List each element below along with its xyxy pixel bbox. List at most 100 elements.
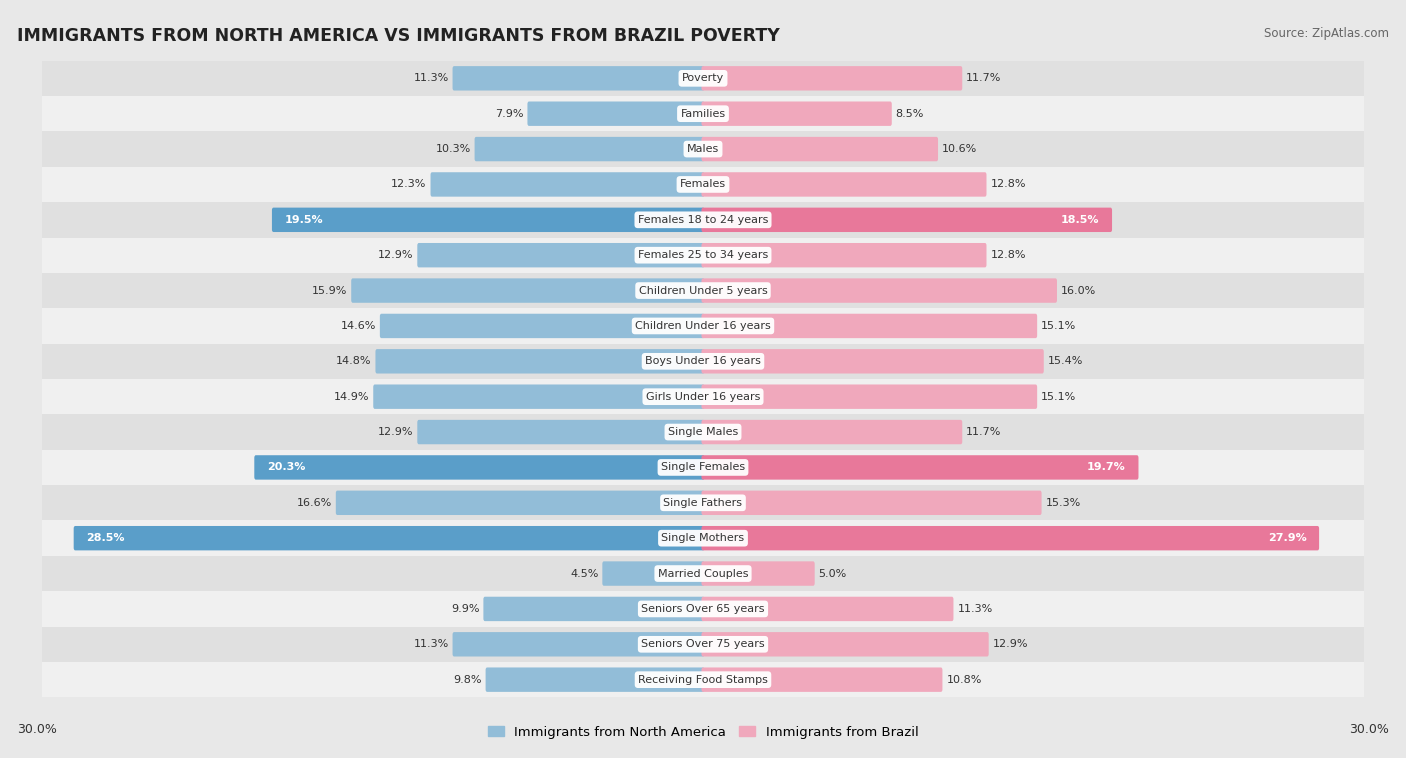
- Text: 12.3%: 12.3%: [391, 180, 426, 190]
- FancyBboxPatch shape: [73, 526, 704, 550]
- Text: Females: Females: [681, 180, 725, 190]
- Text: 18.5%: 18.5%: [1062, 215, 1099, 225]
- Text: Children Under 5 years: Children Under 5 years: [638, 286, 768, 296]
- Bar: [42, 662, 1364, 697]
- FancyBboxPatch shape: [702, 668, 942, 692]
- Bar: [42, 237, 1364, 273]
- Text: Poverty: Poverty: [682, 74, 724, 83]
- Text: Girls Under 16 years: Girls Under 16 years: [645, 392, 761, 402]
- Text: 20.3%: 20.3%: [267, 462, 305, 472]
- Text: 9.9%: 9.9%: [451, 604, 479, 614]
- Text: IMMIGRANTS FROM NORTH AMERICA VS IMMIGRANTS FROM BRAZIL POVERTY: IMMIGRANTS FROM NORTH AMERICA VS IMMIGRA…: [17, 27, 779, 45]
- Text: 30.0%: 30.0%: [1350, 722, 1389, 736]
- Text: 10.6%: 10.6%: [942, 144, 977, 154]
- Text: 12.9%: 12.9%: [993, 639, 1028, 650]
- Text: Seniors Over 75 years: Seniors Over 75 years: [641, 639, 765, 650]
- FancyBboxPatch shape: [702, 526, 1319, 550]
- Text: 19.7%: 19.7%: [1087, 462, 1126, 472]
- Bar: [42, 556, 1364, 591]
- Text: Married Couples: Married Couples: [658, 568, 748, 578]
- Text: 12.8%: 12.8%: [990, 250, 1026, 260]
- FancyBboxPatch shape: [254, 456, 704, 480]
- FancyBboxPatch shape: [453, 632, 704, 656]
- FancyBboxPatch shape: [271, 208, 704, 232]
- FancyBboxPatch shape: [702, 420, 962, 444]
- Bar: [42, 167, 1364, 202]
- Text: 11.3%: 11.3%: [413, 74, 449, 83]
- FancyBboxPatch shape: [702, 632, 988, 656]
- FancyBboxPatch shape: [702, 137, 938, 161]
- Text: Single Mothers: Single Mothers: [661, 533, 745, 543]
- Text: 12.9%: 12.9%: [378, 427, 413, 437]
- Text: Seniors Over 65 years: Seniors Over 65 years: [641, 604, 765, 614]
- Legend: Immigrants from North America, Immigrants from Brazil: Immigrants from North America, Immigrant…: [482, 720, 924, 744]
- FancyBboxPatch shape: [702, 597, 953, 621]
- Text: Receiving Food Stamps: Receiving Food Stamps: [638, 675, 768, 684]
- Text: Source: ZipAtlas.com: Source: ZipAtlas.com: [1264, 27, 1389, 39]
- Text: 14.9%: 14.9%: [333, 392, 370, 402]
- Bar: [42, 627, 1364, 662]
- Text: 14.6%: 14.6%: [340, 321, 375, 331]
- FancyBboxPatch shape: [418, 420, 704, 444]
- FancyBboxPatch shape: [375, 349, 704, 374]
- Text: 7.9%: 7.9%: [495, 108, 523, 119]
- Bar: [42, 273, 1364, 309]
- Text: 14.8%: 14.8%: [336, 356, 371, 366]
- Text: Boys Under 16 years: Boys Under 16 years: [645, 356, 761, 366]
- FancyBboxPatch shape: [702, 384, 1038, 409]
- Text: 19.5%: 19.5%: [284, 215, 323, 225]
- FancyBboxPatch shape: [484, 597, 704, 621]
- FancyBboxPatch shape: [702, 314, 1038, 338]
- Text: Single Males: Single Males: [668, 427, 738, 437]
- FancyBboxPatch shape: [702, 208, 1112, 232]
- Text: 15.3%: 15.3%: [1046, 498, 1081, 508]
- FancyBboxPatch shape: [702, 490, 1042, 515]
- FancyBboxPatch shape: [430, 172, 704, 196]
- Text: 15.1%: 15.1%: [1040, 321, 1077, 331]
- Text: 5.0%: 5.0%: [818, 568, 846, 578]
- Bar: [42, 591, 1364, 627]
- FancyBboxPatch shape: [485, 668, 704, 692]
- Bar: [42, 202, 1364, 237]
- FancyBboxPatch shape: [702, 456, 1139, 480]
- Bar: [42, 309, 1364, 343]
- Text: Families: Families: [681, 108, 725, 119]
- Text: 27.9%: 27.9%: [1268, 533, 1306, 543]
- FancyBboxPatch shape: [352, 278, 704, 302]
- FancyBboxPatch shape: [702, 102, 891, 126]
- Text: 10.8%: 10.8%: [946, 675, 981, 684]
- Text: 11.7%: 11.7%: [966, 427, 1001, 437]
- Bar: [42, 379, 1364, 415]
- Bar: [42, 449, 1364, 485]
- Text: 11.3%: 11.3%: [413, 639, 449, 650]
- Bar: [42, 61, 1364, 96]
- Text: 28.5%: 28.5%: [86, 533, 125, 543]
- Text: 4.5%: 4.5%: [569, 568, 599, 578]
- Text: 15.4%: 15.4%: [1047, 356, 1083, 366]
- FancyBboxPatch shape: [336, 490, 704, 515]
- Text: 15.9%: 15.9%: [312, 286, 347, 296]
- Text: 12.9%: 12.9%: [378, 250, 413, 260]
- FancyBboxPatch shape: [702, 349, 1043, 374]
- Bar: [42, 415, 1364, 449]
- FancyBboxPatch shape: [702, 243, 987, 268]
- FancyBboxPatch shape: [527, 102, 704, 126]
- Text: 12.8%: 12.8%: [990, 180, 1026, 190]
- Text: Females 25 to 34 years: Females 25 to 34 years: [638, 250, 768, 260]
- Text: Males: Males: [688, 144, 718, 154]
- Bar: [42, 131, 1364, 167]
- Bar: [42, 343, 1364, 379]
- Bar: [42, 96, 1364, 131]
- FancyBboxPatch shape: [602, 562, 704, 586]
- Text: 30.0%: 30.0%: [17, 722, 56, 736]
- Text: 16.6%: 16.6%: [297, 498, 332, 508]
- FancyBboxPatch shape: [702, 278, 1057, 302]
- FancyBboxPatch shape: [475, 137, 704, 161]
- Text: Females 18 to 24 years: Females 18 to 24 years: [638, 215, 768, 225]
- FancyBboxPatch shape: [453, 66, 704, 90]
- Text: 11.7%: 11.7%: [966, 74, 1001, 83]
- Text: Single Females: Single Females: [661, 462, 745, 472]
- Text: Children Under 16 years: Children Under 16 years: [636, 321, 770, 331]
- Text: 10.3%: 10.3%: [436, 144, 471, 154]
- FancyBboxPatch shape: [373, 384, 704, 409]
